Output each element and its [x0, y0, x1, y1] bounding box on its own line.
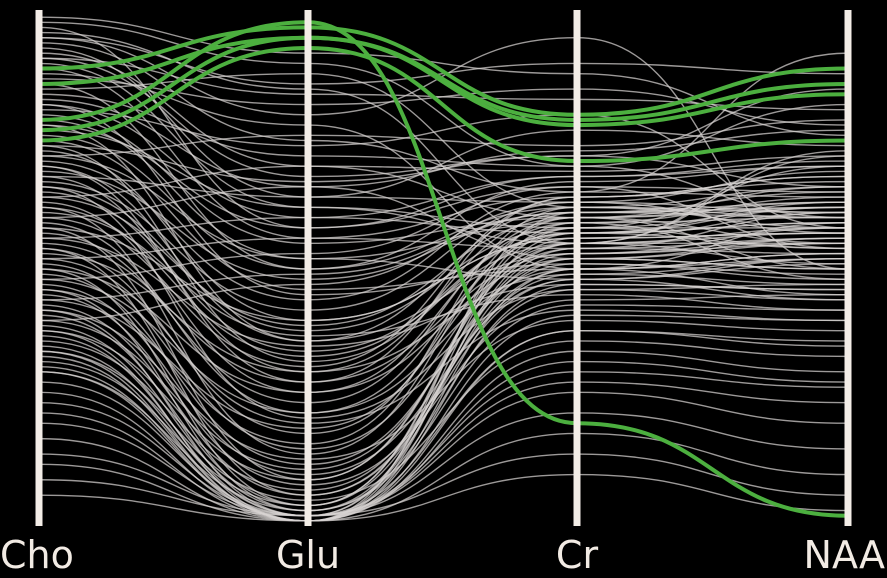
- data-line: [38, 242, 848, 430]
- data-line: [38, 473, 849, 522]
- data-line: [38, 186, 849, 280]
- data-line: [38, 258, 849, 424]
- data-line: [38, 211, 849, 322]
- highlighted-lines-group: [38, 20, 849, 518]
- data-line: [38, 67, 849, 255]
- axis-labels-group: Cho Glu Cr NAA: [0, 533, 885, 577]
- highlighted-line: [38, 35, 849, 133]
- data-line: [38, 211, 849, 337]
- data-line: [38, 103, 849, 296]
- highlighted-line: [38, 35, 849, 122]
- data-line: [38, 350, 849, 522]
- data-line: [38, 129, 849, 219]
- highlighted-line: [38, 20, 849, 518]
- data-line: [38, 155, 849, 198]
- highlighted-line: [38, 45, 849, 164]
- data-line: [38, 201, 849, 414]
- axis-label-glu: Glu: [276, 533, 340, 577]
- data-line: [38, 165, 849, 239]
- data-line: [38, 201, 849, 322]
- data-line: [38, 83, 849, 270]
- data-line: [38, 160, 849, 301]
- data-line: [38, 196, 849, 327]
- data-line: [38, 242, 849, 512]
- data-line: [38, 180, 849, 368]
- data-line: [38, 216, 849, 404]
- data-line: [38, 119, 849, 301]
- data-line: [38, 206, 849, 445]
- data-line: [38, 391, 849, 517]
- data-line: [38, 453, 849, 517]
- data-line: [38, 119, 849, 157]
- data-line: [38, 340, 849, 502]
- data-line: [38, 412, 849, 517]
- data-line: [38, 196, 849, 507]
- data-line: [38, 227, 849, 383]
- data-line: [38, 329, 849, 522]
- data-line: [38, 314, 849, 522]
- axis-label-naa: NAA: [804, 533, 885, 577]
- data-line: [38, 227, 849, 481]
- data-line: [38, 252, 849, 522]
- axes-group: [35, 10, 852, 526]
- data-line: [38, 227, 849, 522]
- axis-label-cr: Cr: [556, 533, 599, 577]
- data-line: [38, 21, 849, 219]
- data-line: [38, 16, 849, 137]
- data-line: [38, 201, 849, 522]
- data-line: [38, 108, 849, 229]
- data-line: [38, 139, 849, 291]
- data-line: [38, 144, 849, 363]
- data-line: [38, 381, 849, 517]
- data-line: [38, 432, 849, 522]
- data-line: [38, 129, 849, 198]
- data-line: [38, 304, 849, 512]
- data-line: [38, 47, 849, 234]
- data-line: [38, 129, 849, 245]
- data-line: [38, 232, 849, 481]
- highlighted-line: [38, 25, 849, 117]
- data-line: [38, 186, 849, 419]
- data-line: [38, 124, 849, 342]
- data-line: [38, 134, 849, 270]
- axis-label-cho: Cho: [0, 533, 74, 577]
- data-line: [38, 360, 849, 522]
- data-line: [38, 222, 849, 517]
- data-line: [38, 237, 849, 450]
